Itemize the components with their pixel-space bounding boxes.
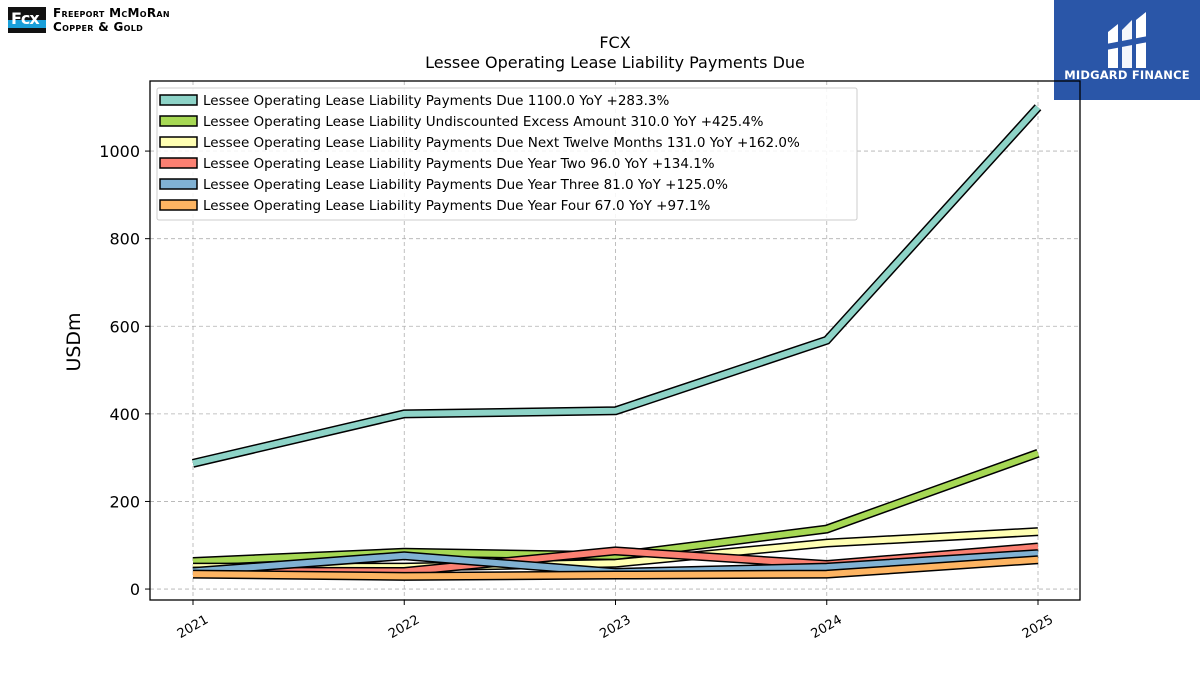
y-tick-label: 400 — [109, 405, 140, 424]
x-tick-label: 2023 — [597, 612, 633, 642]
company-logo-line1: Freeport McMoRan — [53, 6, 170, 20]
y-axis-label: USDm — [63, 312, 85, 371]
legend-swatch — [159, 115, 198, 127]
plot-frame — [149, 80, 1081, 601]
x-tick-label: 2024 — [809, 612, 845, 642]
company-logo-line2: Copper & Gold — [53, 20, 144, 34]
company-logo: Fcx Freeport McMoRan Copper & Gold — [8, 6, 170, 34]
legend-label: Lessee Operating Lease Liability Payment… — [203, 198, 711, 214]
y-tick-label: 1000 — [99, 142, 140, 161]
x-tick-label: 2021 — [175, 612, 211, 642]
company-logo-icon: Fcx — [8, 7, 46, 33]
series-line — [192, 105, 1041, 467]
series-1 — [191, 104, 1042, 468]
legend-label: Lessee Operating Lease Liability Payment… — [203, 177, 728, 193]
legend: Lessee Operating Lease Liability Payment… — [156, 87, 858, 221]
x-tick-label: 2025 — [1020, 612, 1056, 642]
brand-name: MIDGARD FINANCE — [1064, 68, 1190, 82]
series-lines — [191, 104, 1042, 581]
x-tick-label: 2022 — [386, 612, 422, 642]
legend-label: Lessee Operating Lease Liability Undisco… — [203, 114, 764, 130]
series-6 — [192, 555, 1039, 581]
legend-box — [156, 87, 858, 221]
brand-logo-icon — [1106, 12, 1148, 68]
legend-swatch — [159, 178, 198, 190]
brand-logo: MIDGARD FINANCE — [1054, 0, 1200, 100]
series-line — [192, 556, 1039, 580]
y-axis-ticks: 0 200 400 600 800 1000 — [99, 142, 150, 599]
legend-label: Lessee Operating Lease Liability Payment… — [203, 135, 800, 151]
legend-label: Lessee Operating Lease Liability Payment… — [203, 93, 669, 109]
legend-swatch — [159, 157, 198, 169]
series-line — [192, 450, 1040, 565]
y-tick-label: 800 — [109, 230, 140, 249]
chart-subtitle: Lessee Operating Lease Liability Payment… — [425, 53, 805, 72]
legend-swatch — [159, 199, 198, 211]
series-2 — [192, 449, 1040, 566]
y-tick-label: 200 — [109, 492, 140, 511]
y-tick-label: 600 — [109, 317, 140, 336]
legend-swatch — [159, 136, 198, 148]
legend-swatch — [159, 94, 198, 106]
chart-title: FCX — [599, 33, 630, 52]
legend-label: Lessee Operating Lease Liability Payment… — [203, 156, 715, 172]
x-axis-ticks: 2021 2022 2023 2024 2025 — [175, 600, 1056, 642]
y-tick-label: 0 — [130, 580, 140, 599]
